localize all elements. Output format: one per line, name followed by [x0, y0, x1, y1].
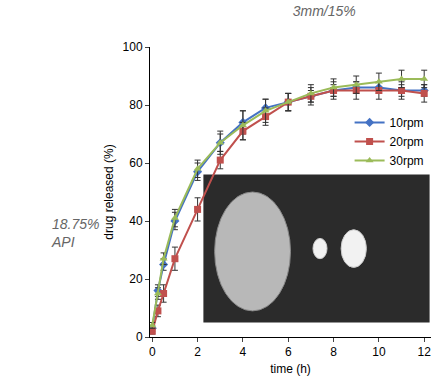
- svg-text:20: 20: [129, 272, 143, 286]
- svg-text:time (h): time (h): [270, 362, 311, 376]
- svg-text:60: 60: [129, 156, 143, 170]
- svg-text:8: 8: [330, 345, 337, 359]
- svg-text:10: 10: [372, 345, 386, 359]
- svg-text:12: 12: [418, 345, 432, 359]
- svg-text:20rpm: 20rpm: [390, 135, 424, 149]
- svg-text:80: 80: [129, 98, 143, 112]
- svg-text:3mm/15%: 3mm/15%: [293, 3, 356, 19]
- svg-text:2: 2: [194, 345, 201, 359]
- svg-text:100: 100: [123, 40, 143, 54]
- svg-text:30rpm: 30rpm: [390, 154, 424, 168]
- svg-text:18.75%API: 18.75%API: [51, 216, 99, 250]
- svg-text:4: 4: [240, 345, 247, 359]
- svg-text:40: 40: [129, 214, 143, 228]
- svg-text:0: 0: [136, 330, 143, 344]
- svg-text:10rpm: 10rpm: [390, 116, 424, 130]
- svg-text:6: 6: [285, 345, 292, 359]
- svg-text:0: 0: [149, 345, 156, 359]
- svg-text:drug released (%): drug released (%): [102, 144, 116, 239]
